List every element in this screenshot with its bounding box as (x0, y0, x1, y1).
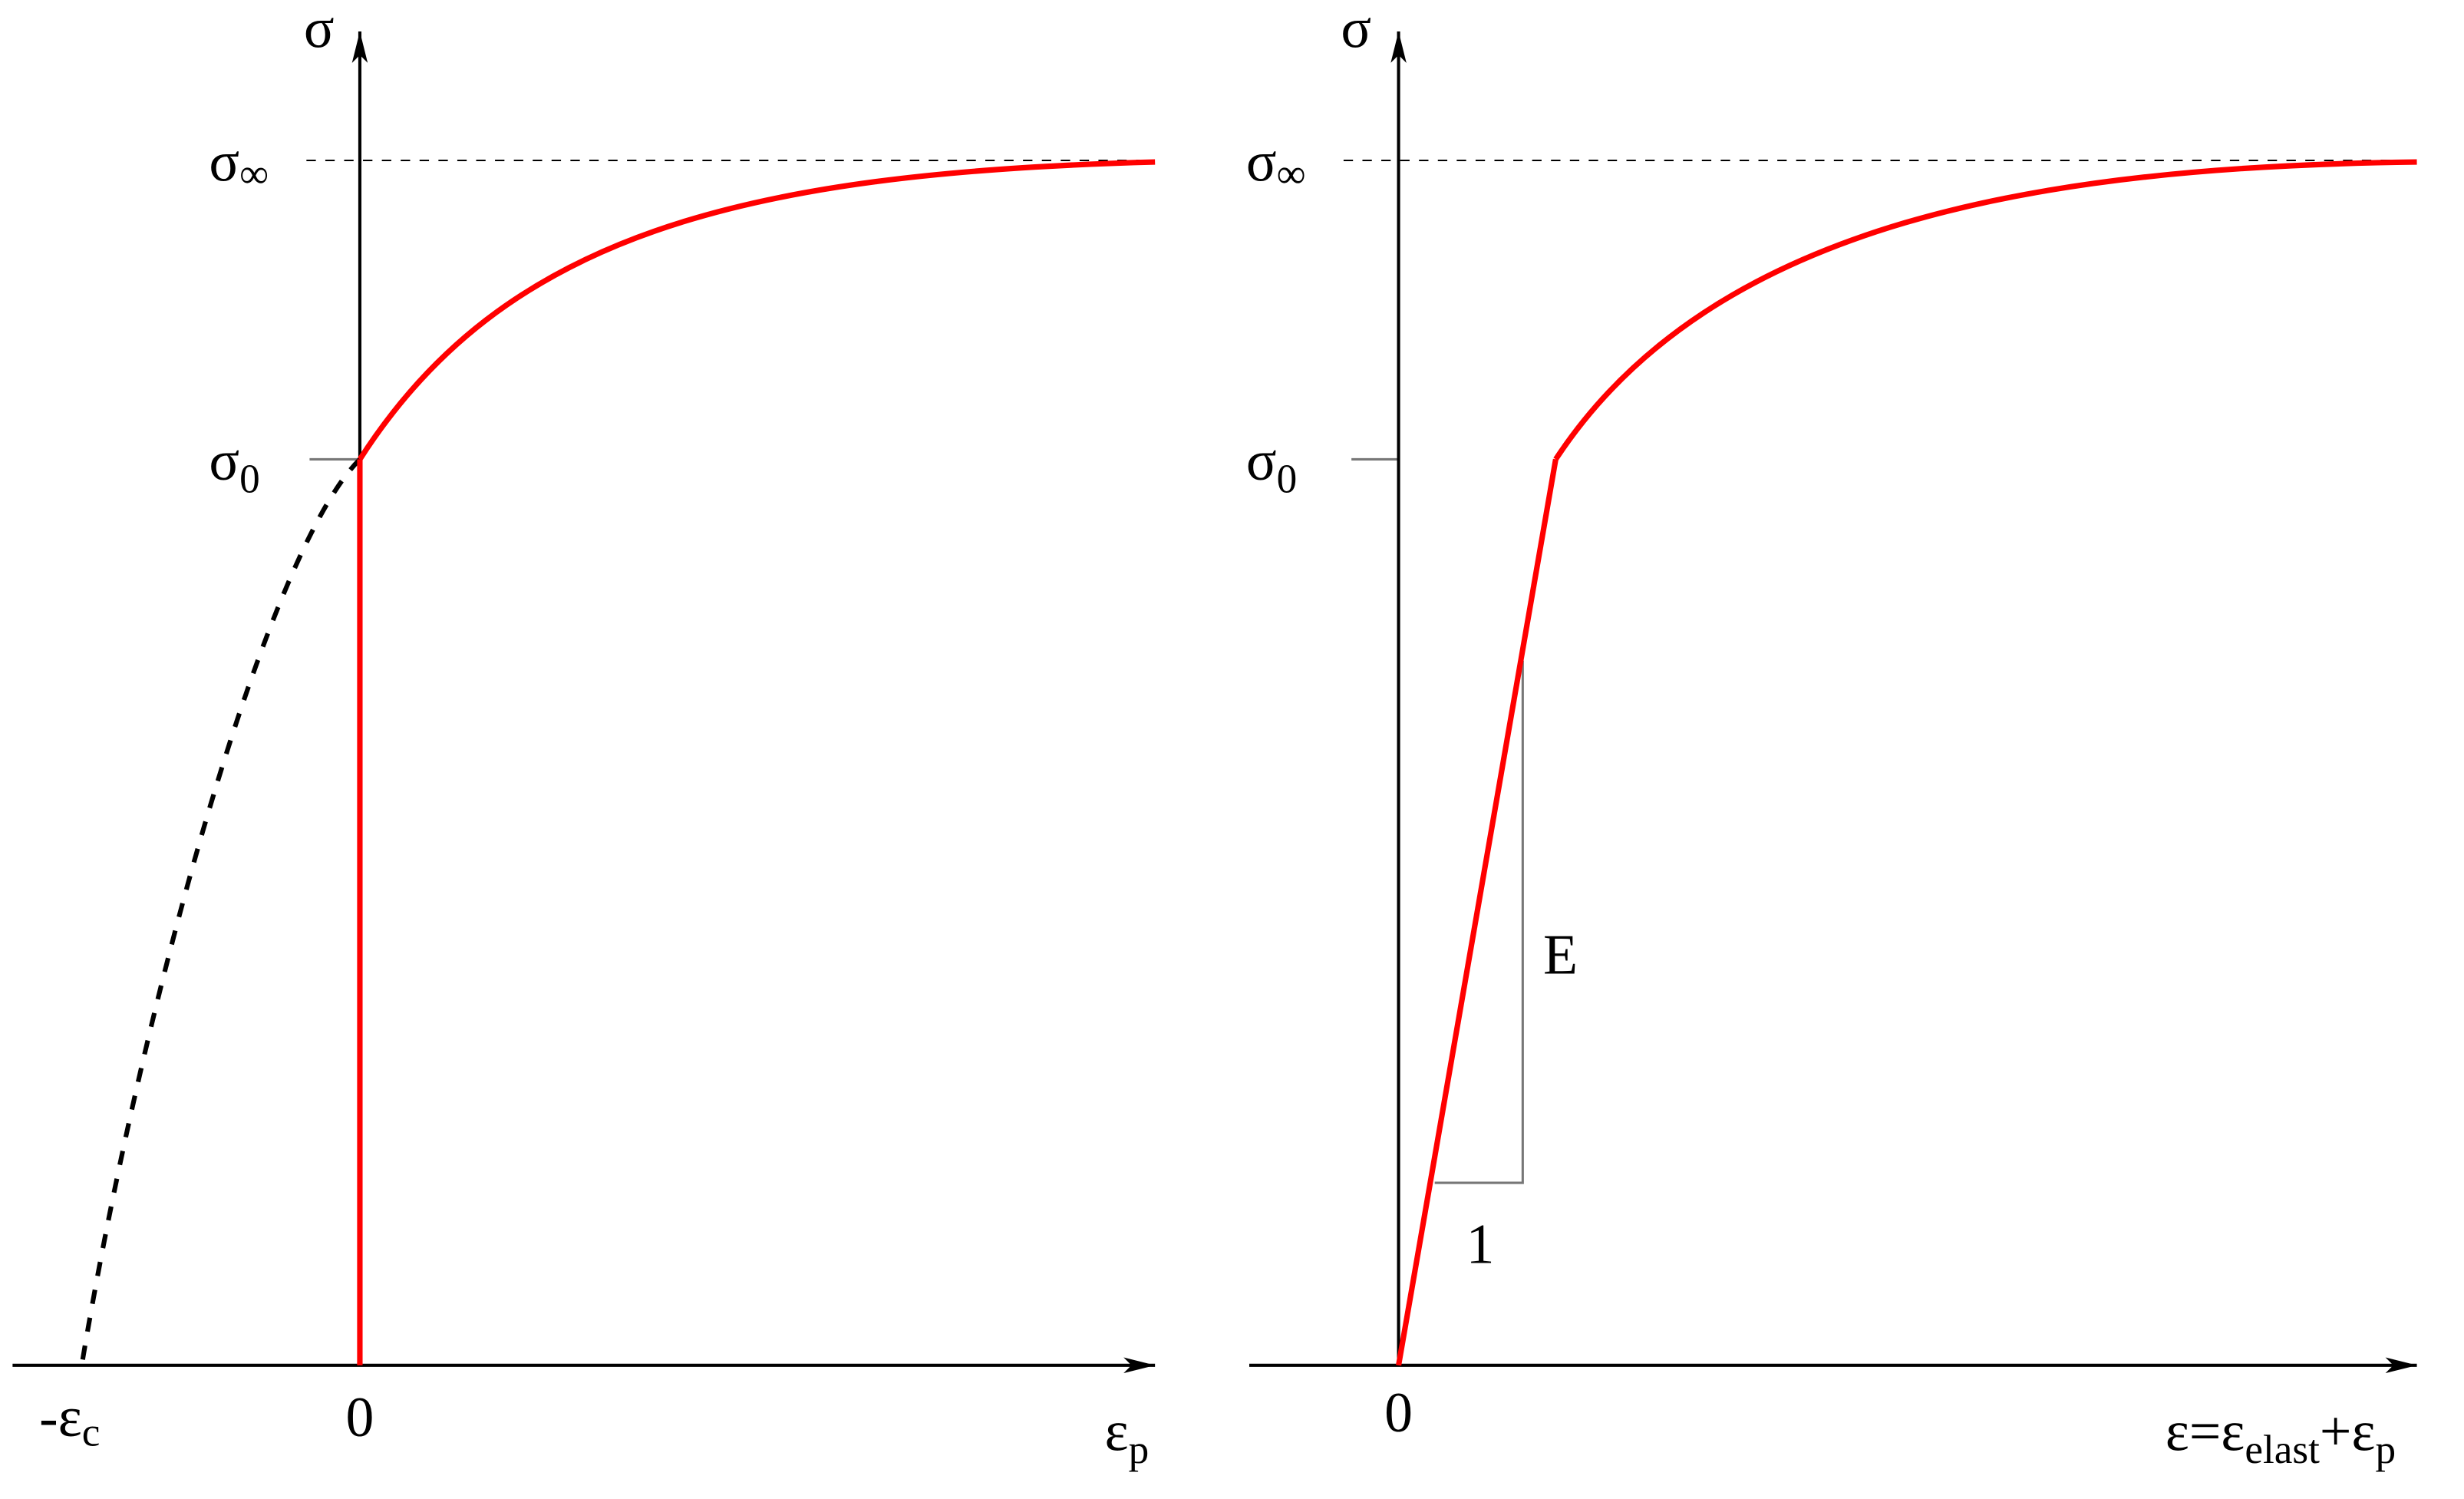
slope-label: E (1543, 923, 1578, 986)
base: σ (209, 429, 239, 492)
base: σ (1246, 429, 1277, 492)
x-axis-label: ε=εelast+εp (2165, 1399, 2396, 1471)
sub: c (82, 1409, 101, 1454)
hardening-curve (357, 159, 1156, 461)
hardening-curve (1553, 159, 2417, 461)
elastic-line (1396, 458, 1559, 1366)
origin-label: 0 (346, 1385, 374, 1448)
run-label: 1 (1466, 1213, 1495, 1276)
base: σ (209, 130, 239, 193)
sigma-0-label: σ0 (1246, 429, 1297, 501)
sub: ∞ (239, 151, 269, 196)
part: ε=ε (2165, 1399, 2245, 1462)
sub: p (1129, 1427, 1150, 1472)
sub: p (2375, 1427, 2396, 1472)
extrapolation-curve (79, 457, 362, 1366)
neg-eps-c-label: -εc (39, 1385, 100, 1454)
sub: ∞ (1277, 151, 1306, 196)
right-panel: σ σ∞ σ0 0 E 1 ε=εelast+εp (1246, 0, 2417, 1472)
base: σ (1246, 130, 1277, 193)
left-panel: σ σ∞ σ0 -εc 0 εp (12, 0, 1156, 1472)
sub: 0 (239, 456, 260, 501)
sigma-inf-label: σ∞ (1246, 130, 1306, 196)
part: +ε (2320, 1399, 2376, 1462)
sigma-inf-label: σ∞ (209, 130, 269, 196)
x-axis-label: εp (1105, 1399, 1150, 1471)
sub: 0 (1277, 456, 1298, 501)
sigma-0-label: σ0 (209, 429, 259, 501)
base: ε (1105, 1399, 1129, 1462)
base: -ε (39, 1385, 82, 1448)
origin-label: 0 (1384, 1381, 1413, 1444)
slope-triangle (1434, 660, 1524, 1184)
y-axis-label: σ (1341, 0, 1371, 59)
y-axis-label: σ (304, 0, 335, 59)
sub: elast (2245, 1427, 2320, 1472)
